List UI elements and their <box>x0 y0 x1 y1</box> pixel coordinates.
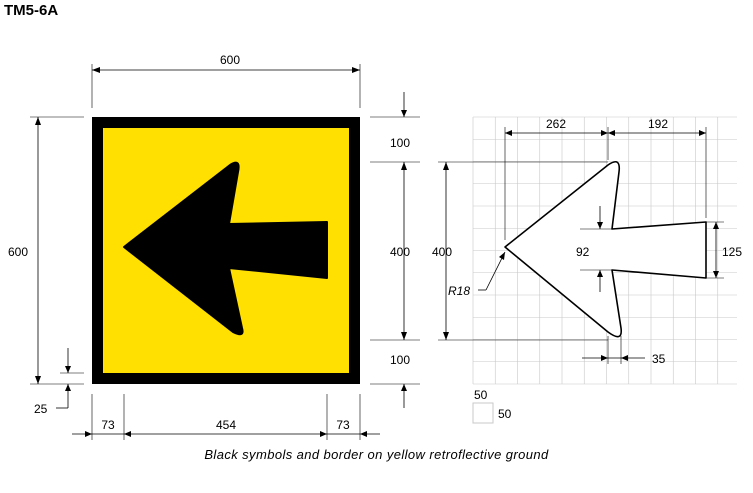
dimension-detail-height: 400 <box>432 161 608 341</box>
grid-scale-vertical: 50 <box>474 388 488 402</box>
dim-label-top-margin: 100 <box>390 136 410 150</box>
dim-label-detail-height: 400 <box>432 245 452 259</box>
dim-label-shaft-end: 125 <box>722 245 742 259</box>
dim-label-border: 25 <box>34 402 48 416</box>
dimension-detail-top: 262 192 <box>504 117 707 240</box>
dim-label-shaft-length: 192 <box>648 117 668 131</box>
dim-label-right-margin: 73 <box>336 418 350 432</box>
dim-label-bottom-margin: 100 <box>390 353 410 367</box>
dimension-border: 25 <box>34 348 84 416</box>
dimension-sign-height: 600 <box>8 116 84 385</box>
dimension-radius: R18 <box>448 251 506 298</box>
dim-label-wing: 35 <box>652 352 666 366</box>
dimension-shaft-inner: 92 <box>576 206 612 292</box>
dimension-sign-right: 100 400 100 <box>370 92 420 408</box>
dimension-sign-width: 600 <box>91 53 361 108</box>
dim-label-sign-height: 600 <box>8 245 28 259</box>
arrow-outline <box>504 160 707 338</box>
dim-label-head-width: 262 <box>546 117 566 131</box>
dim-label-shaft-inner: 92 <box>576 245 590 259</box>
dimension-wing: 35 <box>582 336 666 366</box>
page-title: TM5-6A <box>4 2 59 19</box>
dim-label-left-margin: 73 <box>101 418 115 432</box>
dim-label-radius: R18 <box>448 284 470 298</box>
grid-scale-horizontal: 50 <box>498 407 512 421</box>
dim-label-sign-width: 600 <box>220 53 240 67</box>
sign <box>92 117 360 384</box>
dimension-shaft-end: 125 <box>706 221 742 279</box>
dim-label-arrow-length: 454 <box>216 418 236 432</box>
grid-scale-legend: 50 50 <box>472 388 512 424</box>
dimension-sign-bottom: 73 454 73 <box>72 394 380 440</box>
arrow-symbol <box>123 161 328 336</box>
dim-label-arrow-height: 400 <box>390 245 410 259</box>
caption: Black symbols and border on yellow retro… <box>204 447 549 462</box>
